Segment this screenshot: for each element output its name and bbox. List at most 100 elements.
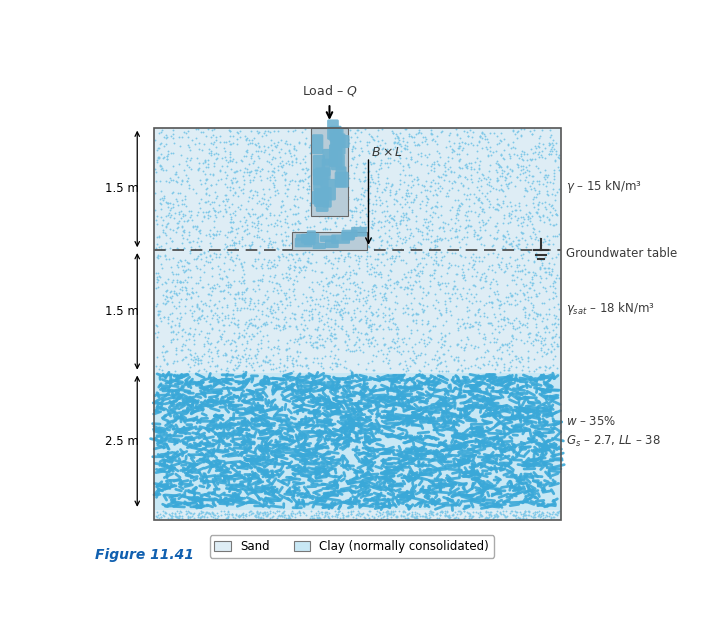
Point	[279, 323, 290, 333]
Point	[151, 332, 162, 342]
Point	[507, 323, 518, 333]
Point	[238, 279, 249, 289]
Point	[175, 277, 186, 287]
Point	[420, 357, 431, 367]
Point	[332, 299, 344, 309]
Point	[399, 356, 411, 366]
Point	[188, 221, 199, 231]
Point	[469, 259, 480, 269]
Point	[221, 182, 233, 192]
Point	[211, 314, 223, 324]
Point	[298, 315, 309, 325]
Point	[219, 238, 231, 249]
Point	[239, 275, 250, 285]
Point	[196, 350, 208, 361]
Point	[432, 183, 444, 193]
Point	[174, 188, 186, 198]
Point	[395, 254, 406, 265]
Point	[357, 347, 369, 357]
Point	[494, 308, 505, 319]
Point	[455, 342, 467, 352]
Point	[160, 506, 171, 516]
Point	[354, 253, 365, 263]
Point	[363, 340, 375, 350]
Point	[510, 266, 521, 277]
Point	[302, 177, 313, 188]
Point	[441, 506, 452, 516]
Point	[326, 276, 337, 286]
Point	[323, 157, 334, 167]
Point	[383, 177, 394, 188]
Point	[430, 303, 441, 313]
Point	[439, 340, 450, 350]
Point	[497, 509, 508, 519]
Point	[418, 181, 429, 191]
Point	[324, 305, 336, 315]
Point	[482, 513, 493, 523]
Point	[470, 354, 482, 364]
Point	[257, 273, 268, 284]
Point	[243, 170, 255, 180]
Point	[153, 513, 165, 523]
Point	[360, 329, 371, 339]
Point	[381, 506, 393, 516]
FancyBboxPatch shape	[321, 179, 336, 200]
Point	[551, 509, 563, 520]
Point	[196, 282, 208, 292]
Point	[385, 213, 397, 223]
Point	[150, 176, 162, 186]
Point	[242, 336, 253, 346]
Point	[493, 200, 505, 211]
Point	[403, 191, 414, 201]
Point	[492, 512, 503, 522]
Point	[439, 296, 450, 307]
Point	[167, 225, 178, 235]
Point	[518, 149, 529, 159]
Point	[458, 317, 470, 328]
Point	[508, 244, 520, 254]
Point	[509, 351, 521, 361]
Point	[472, 194, 484, 204]
Point	[153, 232, 165, 242]
Point	[239, 513, 250, 523]
Point	[316, 290, 328, 300]
Point	[334, 146, 345, 156]
Point	[288, 144, 299, 154]
Point	[318, 176, 329, 186]
Point	[506, 330, 518, 340]
Point	[219, 146, 231, 156]
Point	[388, 155, 400, 165]
Point	[306, 155, 318, 165]
Point	[439, 330, 451, 340]
Point	[193, 355, 204, 365]
Point	[457, 366, 468, 377]
Point	[383, 346, 395, 356]
Point	[377, 124, 388, 134]
Point	[367, 219, 378, 229]
Point	[548, 239, 559, 249]
Point	[400, 258, 411, 268]
Point	[237, 510, 249, 520]
Point	[518, 361, 529, 371]
Point	[320, 507, 331, 517]
Point	[191, 350, 202, 361]
Point	[427, 190, 439, 200]
Point	[365, 324, 377, 334]
Point	[472, 305, 484, 315]
Point	[525, 184, 536, 194]
Point	[248, 275, 260, 286]
Point	[316, 315, 327, 325]
Point	[495, 354, 507, 364]
FancyBboxPatch shape	[344, 234, 355, 240]
Point	[418, 329, 429, 339]
Point	[352, 251, 364, 261]
Point	[329, 329, 341, 339]
Point	[531, 330, 542, 340]
Point	[523, 246, 534, 256]
Point	[549, 509, 561, 519]
Point	[173, 132, 185, 142]
Point	[402, 513, 413, 523]
Point	[512, 244, 523, 254]
Point	[198, 212, 210, 222]
Point	[298, 324, 310, 335]
